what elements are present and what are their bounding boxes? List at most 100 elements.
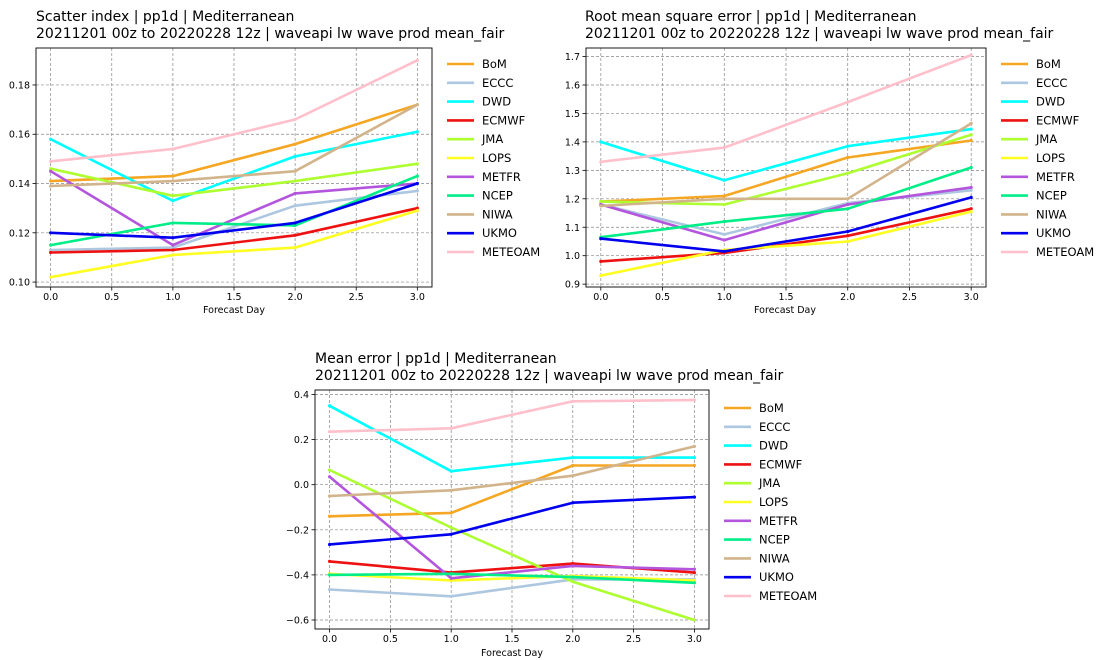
chart-title: Scatter index | pp1d | Mediterranean (36, 9, 294, 25)
legend-label-ecmwf: ECMWF (482, 113, 525, 127)
y-tick-label: 1.7 (565, 52, 580, 63)
series-line-niwa (50, 103, 418, 188)
data-point-niwa (846, 197, 850, 201)
data-point-jma (49, 167, 53, 171)
legend-label-dwd: DWD (482, 95, 511, 109)
x-axis-label: Forecast Day (481, 648, 543, 659)
data-point-bom (692, 463, 697, 468)
legend-label-lops: LOPS (759, 495, 788, 509)
legend-label-meteoam: METEOAM (1036, 245, 1094, 259)
data-point-ncep (171, 221, 175, 225)
chart-title: Mean error | pp1d | Mediterranean (315, 351, 557, 367)
legend-label-niwa: NIWA (482, 207, 513, 221)
y-tick-label: 0.12 (9, 228, 30, 239)
x-tick-label: 1.0 (165, 292, 180, 303)
data-point-metfr (969, 185, 973, 190)
data-point-ncep (415, 174, 419, 178)
data-point-meteoam (449, 426, 453, 430)
data-point-dwd (293, 154, 297, 159)
data-point-ncep (692, 581, 697, 585)
legend-label-eccc: ECCC (759, 420, 790, 434)
data-point-eccc (293, 204, 297, 208)
x-tick-label: 0.5 (655, 292, 670, 303)
x-tick-label: 0.5 (383, 634, 398, 645)
data-point-ukmo (571, 501, 575, 505)
data-point-ukmo (449, 532, 453, 536)
x-tick-label: 0.0 (322, 634, 337, 645)
series-line-ncep (329, 572, 695, 585)
y-tick-label: −0.4 (286, 570, 309, 581)
data-point-niwa (692, 444, 697, 448)
y-tick-label: 1.6 (565, 80, 580, 91)
data-point-ecmwf (415, 206, 419, 210)
series-line-dwd (50, 130, 418, 203)
series-line-lops (600, 210, 972, 277)
data-point-eccc (327, 587, 332, 592)
data-point-ecmwf (969, 207, 973, 211)
data-point-lops (599, 274, 603, 278)
data-point-metfr (327, 475, 332, 479)
data-point-niwa (327, 494, 332, 498)
axes-frame (35, 47, 433, 288)
y-tick-label: 0.2 (294, 435, 309, 446)
data-point-dwd (692, 456, 697, 460)
legend-label-ncep: NCEP (1036, 189, 1067, 203)
series-line-eccc (50, 189, 418, 252)
x-tick-label: 2.0 (565, 634, 580, 645)
axes-frame (585, 47, 987, 288)
series-line-ukmo (600, 196, 972, 253)
legend-label-lops: LOPS (482, 151, 511, 165)
legend-label-jma: JMA (1035, 132, 1057, 146)
data-point-metfr (49, 169, 53, 173)
data-point-eccc (722, 232, 726, 236)
mean-error-panel: Mean error | pp1d | Mediterranean 202112… (286, 351, 817, 659)
legend-label-bom: BoM (482, 57, 507, 71)
data-point-eccc (415, 189, 419, 193)
data-point-dwd (449, 469, 453, 473)
data-point-dwd (599, 140, 603, 144)
data-point-meteoam (599, 160, 603, 164)
data-point-ecmwf (293, 233, 297, 237)
data-point-meteoam (722, 145, 726, 150)
x-tick-label: 2.5 (626, 634, 641, 645)
data-point-bom (722, 194, 726, 198)
legend-label-jma: JMA (758, 476, 780, 490)
legend-label-bom: BoM (1036, 57, 1061, 71)
y-tick-label: 1.2 (565, 194, 580, 205)
data-point-metfr (692, 567, 697, 571)
data-point-dwd (415, 130, 419, 134)
legend-label-metfr: METFR (759, 514, 798, 528)
data-point-metfr (571, 564, 575, 568)
x-tick-label: 0.0 (593, 292, 608, 303)
data-point-lops (692, 578, 697, 583)
data-point-dwd (722, 178, 726, 182)
series-line-dwd (600, 127, 972, 182)
data-point-lops (49, 275, 53, 279)
data-point-ncep (571, 575, 575, 579)
series-line-meteoam (329, 398, 695, 433)
data-point-meteoam (571, 399, 575, 403)
series-line-bom (50, 103, 418, 183)
data-point-bom (571, 463, 575, 468)
data-point-eccc (171, 245, 175, 250)
x-tick-label: 0.5 (104, 292, 119, 303)
data-point-bom (293, 142, 297, 146)
x-axis-label: Forecast Day (754, 305, 816, 316)
data-point-meteoam (846, 100, 850, 104)
legend-label-dwd: DWD (759, 439, 788, 453)
series-line-bom (329, 464, 695, 518)
data-point-bom (171, 174, 175, 178)
legend-label-ncep: NCEP (482, 189, 513, 203)
y-tick-label: −0.6 (286, 615, 309, 626)
data-point-niwa (171, 179, 175, 183)
data-point-meteoam (293, 117, 297, 122)
data-point-ukmo (327, 542, 332, 547)
series-line-metfr (50, 170, 418, 247)
data-point-ukmo (722, 249, 726, 254)
data-point-lops (969, 210, 973, 214)
series-line-meteoam (600, 53, 972, 164)
y-tick-label: 1.4 (565, 137, 580, 148)
data-point-ncep (969, 165, 973, 170)
data-point-bom (449, 511, 453, 515)
